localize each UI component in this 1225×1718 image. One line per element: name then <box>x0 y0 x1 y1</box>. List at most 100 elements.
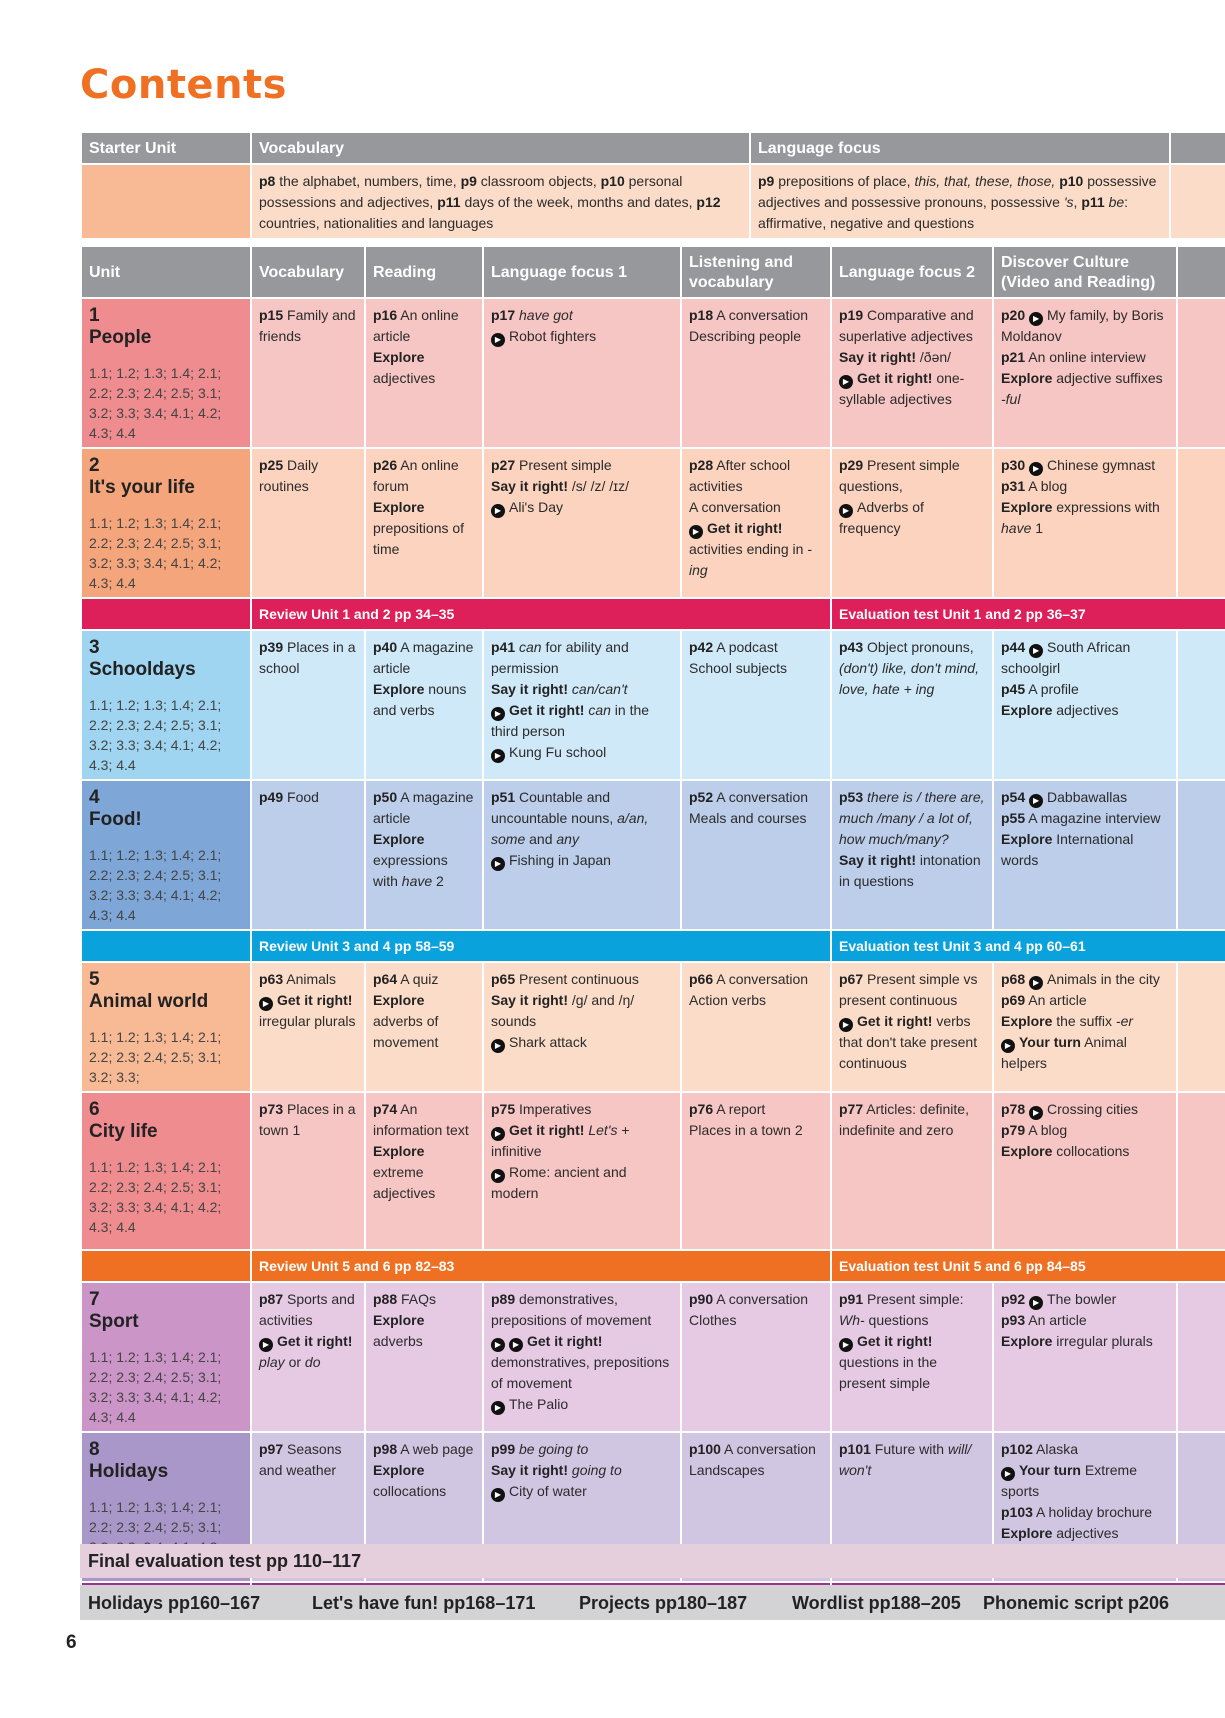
unit-3-col-3: p41 can for ability and permission Say it… <box>482 629 682 781</box>
header-2: Reading <box>364 245 484 299</box>
units-table: Unit Vocabulary Reading Language focus 1 Lis… <box>80 245 1225 1615</box>
starter-spacer-cell <box>1169 163 1225 240</box>
unit-name: Food! <box>89 809 142 830</box>
review-band-spacer <box>80 1249 252 1283</box>
starter-unit-table: Starter Unit Vocabulary Language focus p… <box>80 131 1225 240</box>
play-circle-icon <box>491 1039 505 1053</box>
unit-cell: 3 Schooldays 1.1; 1.2; 1.3; 1.4; 2.1; 2.2;… <box>80 629 252 781</box>
play-circle-icon <box>1029 1106 1044 1120</box>
play-circle-icon <box>491 1338 505 1352</box>
unit-2-col-4: p28 After school activities A conversatio… <box>680 447 832 599</box>
unit-6-col-1: p73 Places in a town 1 <box>250 1091 366 1251</box>
play-circle-icon <box>1029 976 1044 990</box>
unit-3-col-5: p43 Object pronouns, (don't) like, don't… <box>830 629 994 781</box>
unit-row-3: 3 Schooldays 1.1; 1.2; 1.3; 1.4; 2.1; 2.2;… <box>80 629 1225 781</box>
unit-5-col-3: p65 Present continuous Say it right! /ɡ/ … <box>482 961 682 1093</box>
review-band-2: Review Unit 3 and 4 pp 58–59 Evaluation t… <box>80 929 1225 963</box>
play-circle-icon <box>1029 644 1044 658</box>
play-circle-icon <box>689 525 703 539</box>
unit-7-col-2: p88 FAQs Explore adverbs <box>364 1281 484 1433</box>
unit-number: 8 <box>89 1439 100 1460</box>
play-circle-icon <box>491 707 505 721</box>
unit-number: 7 <box>89 1289 100 1310</box>
unit-3-col-1: p39 Places in a school <box>250 629 366 781</box>
extra-projects: Projects pp180–187 <box>579 1593 748 1613</box>
final-evaluation-strip: Final evaluation test pp 110–117 <box>80 1544 1225 1578</box>
unit-row-4: 4 Food! 1.1; 1.2; 1.3; 1.4; 2.1; 2.2; 2.3;… <box>80 779 1225 931</box>
extras-strip: Holidays pp160–167 Let's have fun! pp168… <box>80 1585 1225 1620</box>
play-circle-icon <box>839 504 853 518</box>
extra-wordlist: Wordlist pp188–205 <box>792 1593 961 1613</box>
unit-number: 3 <box>89 637 100 658</box>
play-circle-icon <box>1001 1467 1015 1481</box>
unit-7-col-5: p91 Present simple: Wh- questionsGet it … <box>830 1281 994 1433</box>
starter-vocabulary-cell: p8 the alphabet, numbers, time, p9 class… <box>250 163 751 240</box>
unit-7-col-1: p87 Sports and activitiesGet it right! p… <box>250 1281 366 1433</box>
unit-codes: 1.1; 1.2; 1.3; 1.4; 2.1; 2.2; 2.3; 2.4; … <box>89 847 222 923</box>
unit-5-col-1: p63 AnimalsGet it right! irregular plura… <box>250 961 366 1093</box>
unit-1-col-3: p17 have gotRobot fighters <box>482 297 682 449</box>
unit-cell: 7 Sport 1.1; 1.2; 1.3; 1.4; 2.1; 2.2; 2.3;… <box>80 1281 252 1433</box>
review-band-spacer <box>80 929 252 963</box>
play-circle-icon <box>491 1127 505 1141</box>
unit-name: Schooldays <box>89 659 196 680</box>
unit-4-col-2: p50 A magazine article Explore expression… <box>364 779 484 931</box>
unit-codes: 1.1; 1.2; 1.3; 1.4; 2.1; 2.2; 2.3; 2.4; … <box>89 515 222 591</box>
unit-4-col-1: p49 Food <box>250 779 366 931</box>
play-circle-icon <box>491 504 505 518</box>
header-1: Vocabulary <box>250 245 366 299</box>
unit-6-col-3: p75 ImperativesGet it right! Let's + inf… <box>482 1091 682 1251</box>
unit-number: 6 <box>89 1099 100 1120</box>
spacer-cell <box>1176 297 1225 449</box>
play-circle-icon <box>1029 794 1044 808</box>
header-spacer <box>1176 245 1225 299</box>
review-label: Review Unit 5 and 6 pp 82–83 <box>250 1249 832 1283</box>
unit-name: City life <box>89 1121 158 1142</box>
unit-1-col-5: p19 Comparative and superlative adjectiv… <box>830 297 994 449</box>
unit-3-col-4: p42 A podcast School subjects <box>680 629 832 781</box>
header-3: Language focus 1 <box>482 245 682 299</box>
spacer-cell <box>1176 1281 1225 1433</box>
header-0: Unit <box>80 245 252 299</box>
unit-codes: 1.1; 1.2; 1.3; 1.4; 2.1; 2.2; 2.3; 2.4; … <box>89 1159 222 1235</box>
header-spacer <box>1169 131 1225 165</box>
unit-6-col-4: p76 A report Places in a town 2 <box>680 1091 832 1251</box>
unit-2-col-1: p25 Daily routines <box>250 447 366 599</box>
play-circle-icon <box>491 1401 505 1415</box>
unit-2-col-3: p27 Present simple Say it right! /s/ /z/ … <box>482 447 682 599</box>
unit-number: 5 <box>89 969 100 990</box>
unit-5-col-2: p64 A quiz Explore adverbs of movement <box>364 961 484 1093</box>
unit-codes: 1.1; 1.2; 1.3; 1.4; 2.1; 2.2; 2.3; 2.4; … <box>89 365 222 441</box>
unit-1-col-1: p15 Family and friends <box>250 297 366 449</box>
header-6: Discover Culture (Video and Reading) <box>992 245 1178 299</box>
play-circle-icon <box>839 1338 853 1352</box>
extra-phonemic-script: Phonemic script p206 <box>983 1593 1170 1613</box>
unit-number: 2 <box>89 455 100 476</box>
review-label: Review Unit 3 and 4 pp 58–59 <box>250 929 832 963</box>
unit-codes: 1.1; 1.2; 1.3; 1.4; 2.1; 2.2; 2.3; 2.4; … <box>89 1349 222 1425</box>
play-circle-icon <box>509 1338 523 1352</box>
page-number: 6 <box>66 1632 77 1653</box>
unit-codes: 1.1; 1.2; 1.3; 1.4; 2.1; 2.2; 2.3; 2.4; … <box>89 1029 222 1085</box>
extra-lets-have-fun: Let's have fun! pp168–171 <box>312 1593 536 1613</box>
unit-cell: 5 Animal world 1.1; 1.2; 1.3; 1.4; 2.1; 2.… <box>80 961 252 1093</box>
unit-name: Holidays <box>89 1461 169 1482</box>
unit-codes: 1.1; 1.2; 1.3; 1.4; 2.1; 2.2; 2.3; 2.4; … <box>89 697 222 773</box>
evaluation-label: Evaluation test Unit 3 and 4 pp 60–61 <box>830 929 1225 963</box>
final-evaluation-label: Final evaluation test pp 110–117 <box>88 1551 362 1571</box>
evaluation-label: Evaluation test Unit 1 and 2 pp 36–37 <box>830 597 1225 631</box>
unit-7-col-3: p89 demonstratives, prepositions of move… <box>482 1281 682 1433</box>
play-circle-icon <box>1029 1296 1044 1310</box>
play-circle-icon <box>1029 312 1044 326</box>
unit-row-1: 1 People 1.1; 1.2; 1.3; 1.4; 2.1; 2.2; 2.3… <box>80 297 1225 449</box>
play-circle-icon <box>491 1169 505 1183</box>
unit-name: Sport <box>89 1311 139 1332</box>
header-starter-unit: Starter Unit <box>80 131 252 165</box>
unit-1-col-2: p16 An online article Explore adjectives <box>364 297 484 449</box>
unit-name: It's your life <box>89 477 195 498</box>
spacer-cell <box>1176 447 1225 599</box>
